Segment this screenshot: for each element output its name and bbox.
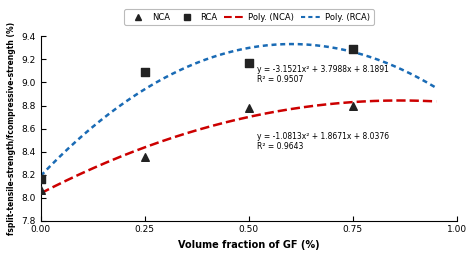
Point [37, 188, 45, 192]
Point [141, 155, 148, 159]
Text: y = -3.1521x² + 3.7988x + 8.1891
R² = 0.9507: y = -3.1521x² + 3.7988x + 8.1891 R² = 0.… [257, 65, 389, 85]
Point [245, 61, 253, 65]
Point [37, 177, 45, 181]
Legend: NCA, RCA, Poly. (NCA), Poly. (RCA): NCA, RCA, Poly. (NCA), Poly. (RCA) [124, 9, 374, 25]
Point [141, 70, 148, 74]
X-axis label: Volume fraction of GF (%): Volume fraction of GF (%) [178, 240, 319, 250]
Point [245, 106, 253, 110]
Point [349, 47, 357, 51]
Text: y = -1.0813x² + 1.8671x + 8.0376
R² = 0.9643: y = -1.0813x² + 1.8671x + 8.0376 R² = 0.… [257, 132, 389, 151]
Point [349, 104, 357, 108]
Y-axis label: fsplit-tensile-strength/fcompressive-strength (%): fsplit-tensile-strength/fcompressive-str… [7, 22, 16, 235]
